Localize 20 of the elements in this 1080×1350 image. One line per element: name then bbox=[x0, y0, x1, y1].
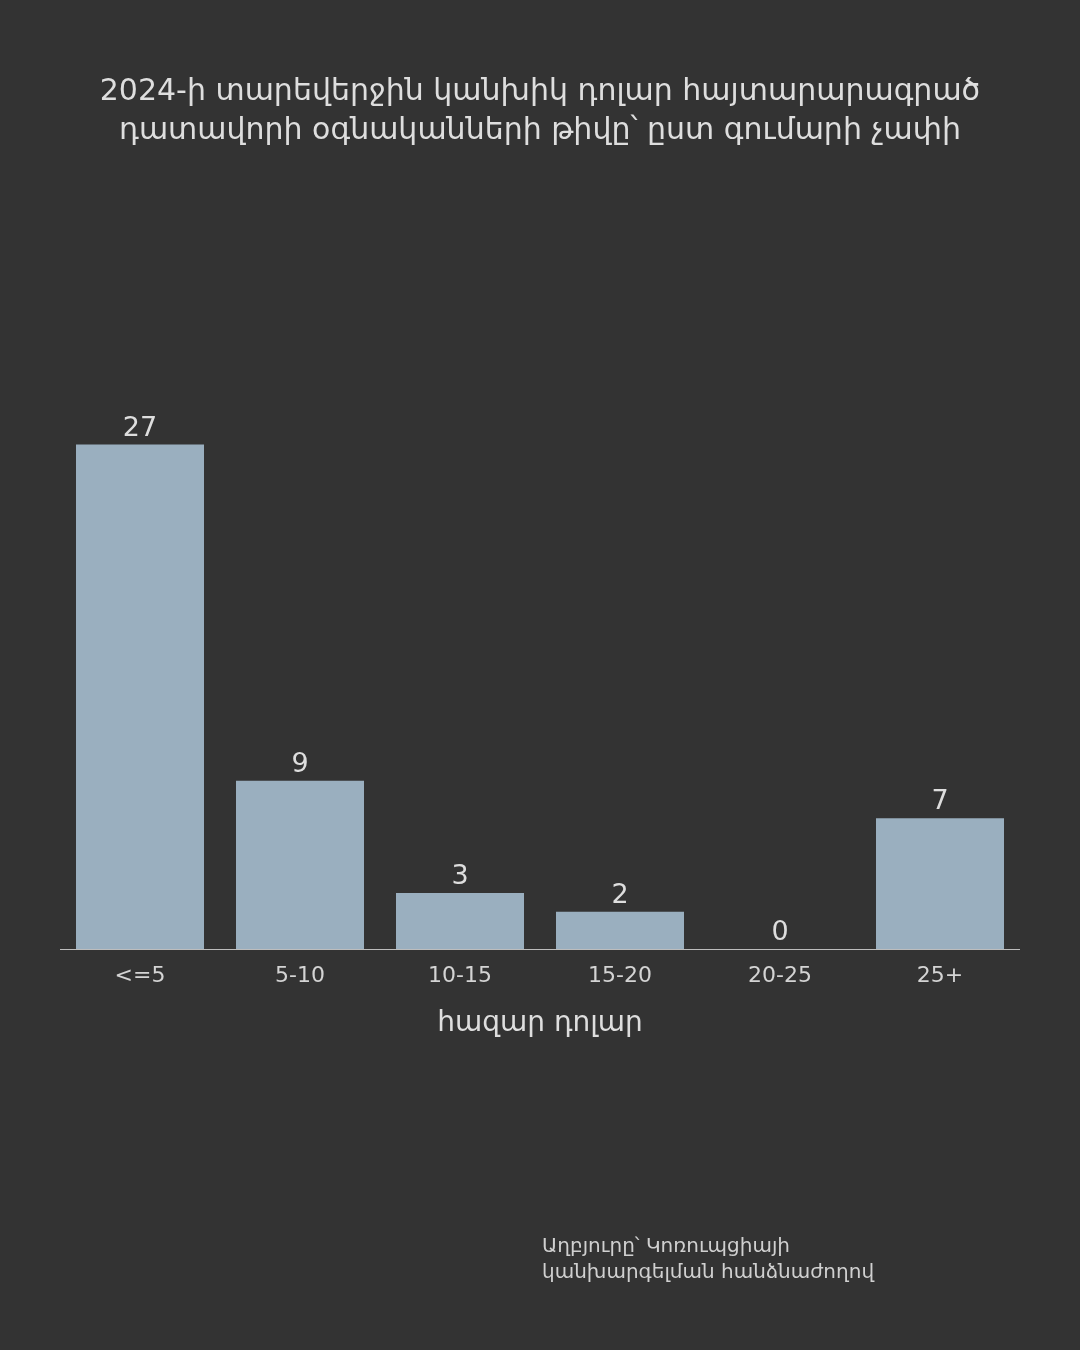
data-label: 2 bbox=[611, 877, 629, 909]
x-tick-label: 25+ bbox=[916, 962, 964, 988]
chart-title: 2024-ի տարեվերջին կանխիկ դոլար հայտարարագրած դատավորի օգնականների թիվը՝ ըստ գումարի չափի bbox=[99, 72, 981, 146]
bar bbox=[876, 818, 1004, 949]
bar bbox=[556, 911, 684, 949]
data-label: 3 bbox=[451, 858, 469, 890]
x-axis-title: հազար դոլար bbox=[437, 1004, 643, 1038]
x-tick-label: 5-10 bbox=[275, 962, 325, 988]
bar bbox=[396, 892, 524, 949]
x-tick-label: 10-15 bbox=[428, 962, 492, 988]
text: Աղբյուրը՝ Կոռուպցիայի կանխարգելման հանձնաժողով bbox=[542, 1233, 875, 1283]
data-label: 7 bbox=[931, 784, 949, 816]
x-tick-label: <=5 bbox=[114, 962, 166, 988]
data-label: 9 bbox=[291, 746, 309, 778]
x-tick-label: 15-20 bbox=[588, 962, 652, 988]
bar bbox=[76, 444, 204, 949]
data-label: 0 bbox=[771, 915, 789, 946]
data-label: 27 bbox=[122, 410, 158, 442]
x-tick-label: 20-25 bbox=[748, 962, 812, 988]
bar bbox=[236, 780, 364, 949]
